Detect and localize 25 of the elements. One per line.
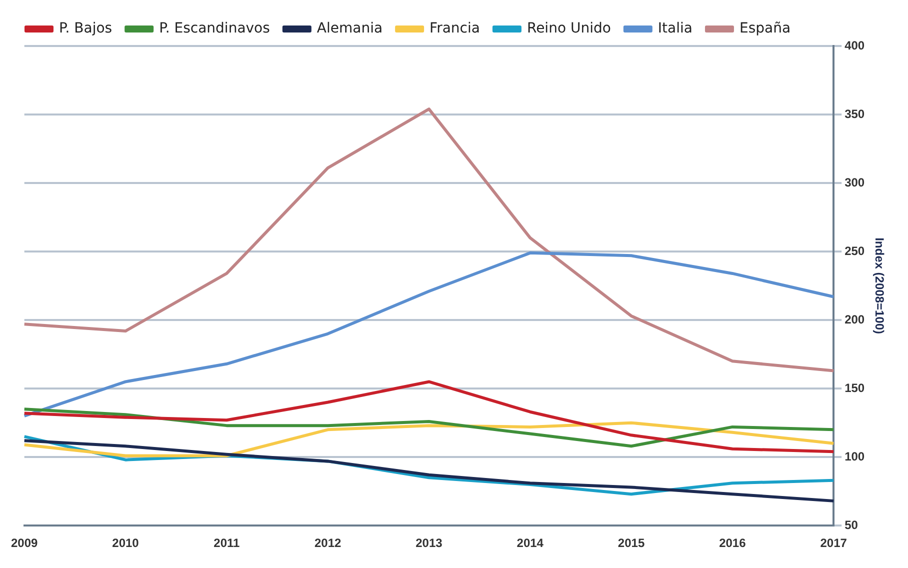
y-tick-label: 400 (844, 38, 865, 52)
x-tick-label: 2014 (516, 536, 544, 550)
legend-label: Francia (430, 20, 480, 37)
legend-label: P. Escandinavos (159, 20, 270, 37)
y-tick-label: 100 (844, 449, 865, 464)
y-axis-title: Index (2008=100) (872, 238, 886, 334)
y-tick-label: 250 (844, 244, 865, 258)
x-tick-label: 2013 (416, 536, 443, 550)
x-tick-label: 2012 (314, 536, 342, 550)
y-tick-label: 50 (844, 518, 858, 532)
x-tick-label: 2011 (214, 536, 240, 550)
y-tick-label: 350 (844, 106, 865, 121)
x-tick-label: 2017 (820, 536, 848, 550)
legend-label: P. Bajos (59, 20, 112, 37)
y-tick-label: 150 (844, 380, 865, 395)
x-tick-label: 2015 (618, 536, 645, 550)
legend-label: España (739, 20, 791, 37)
legend-label: Italia (658, 20, 692, 37)
legend-label: Reino Unido (526, 20, 611, 37)
y-tick-label: 300 (844, 175, 865, 190)
x-tick-label: 2016 (719, 536, 746, 550)
x-tick-label: 2010 (112, 536, 140, 550)
x-tick-label: 2009 (10, 536, 38, 550)
legend-label: Alemania (316, 20, 383, 37)
y-tick-label: 200 (844, 312, 865, 326)
